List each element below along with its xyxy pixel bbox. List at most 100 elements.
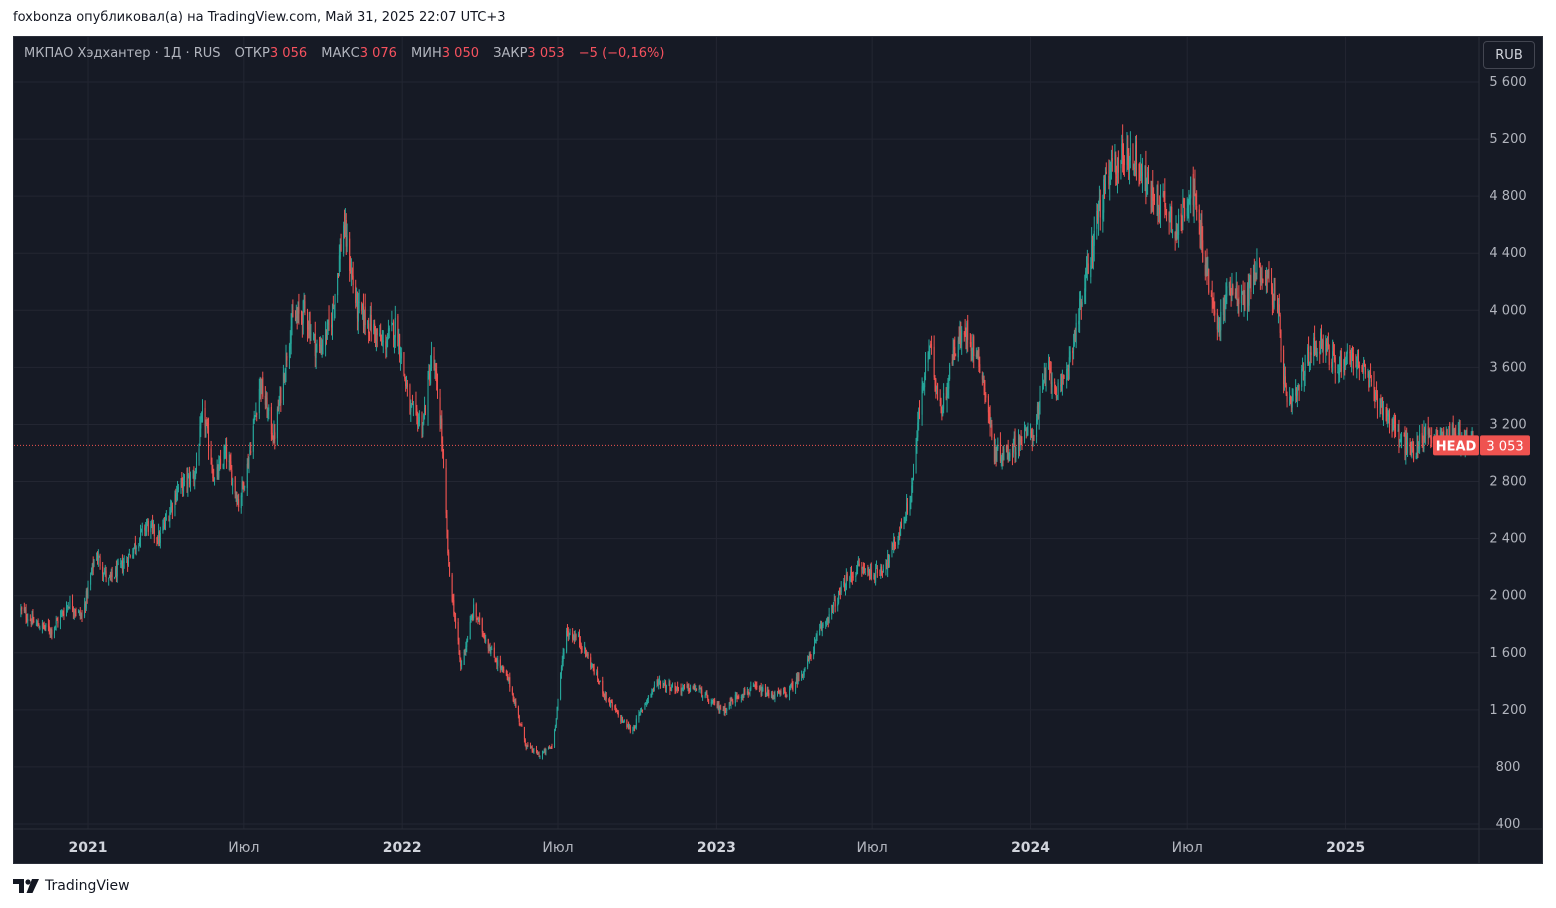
candle-body <box>1051 382 1053 387</box>
candle-body <box>592 664 594 670</box>
candle-body <box>55 620 57 625</box>
candle-body <box>1074 329 1076 342</box>
candle-body <box>912 482 914 485</box>
candle-body <box>1001 457 1003 462</box>
candle-body <box>507 675 509 682</box>
candle-body <box>1236 287 1238 300</box>
candle-body <box>734 694 736 703</box>
candle-body <box>302 300 304 324</box>
candle-body <box>963 333 965 335</box>
candle-body <box>827 618 829 622</box>
candle-body <box>202 407 204 415</box>
candle-body <box>906 504 908 513</box>
candle-body <box>837 604 839 607</box>
candle-body <box>345 219 347 247</box>
candle-body <box>1401 435 1403 443</box>
candle-body <box>1115 154 1117 175</box>
candle-body <box>1303 372 1305 381</box>
candle-body <box>393 321 395 341</box>
candle-body <box>779 690 781 694</box>
candle-body <box>253 416 255 424</box>
candle-body <box>501 666 503 668</box>
candle-body <box>750 686 752 690</box>
candle-body <box>1418 450 1420 452</box>
candle-body <box>527 745 529 747</box>
candle-body <box>735 694 737 696</box>
candle-body <box>621 717 623 722</box>
candle-body <box>722 709 724 711</box>
candle-body <box>295 317 297 322</box>
candle-body <box>966 323 968 343</box>
candle-body <box>807 658 809 668</box>
candle-body <box>122 564 124 573</box>
candle-body <box>1220 311 1222 331</box>
candle-body <box>135 547 137 550</box>
candle-body <box>280 387 282 403</box>
candle-body <box>92 561 94 568</box>
candle-body <box>1178 214 1180 236</box>
tradingview-logo[interactable]: TradingView <box>13 878 130 894</box>
candle-body <box>309 320 311 339</box>
candle-body <box>1246 285 1248 308</box>
candle-body <box>252 425 254 452</box>
candle-body <box>333 307 335 309</box>
candle-body <box>536 751 538 755</box>
candle-body <box>888 555 890 564</box>
candle-body <box>844 582 846 592</box>
candle-body <box>1006 447 1008 451</box>
candle-body <box>651 692 653 694</box>
candle-body <box>285 353 287 375</box>
candle-body <box>307 311 309 329</box>
candle-body <box>1314 345 1316 354</box>
candle-body <box>1370 372 1372 378</box>
candle-body <box>199 426 201 446</box>
candle-body <box>268 407 270 411</box>
x-tick-label: 2025 <box>1326 840 1365 856</box>
candle-body <box>423 415 425 424</box>
candle-body <box>1422 445 1424 447</box>
candle-body <box>762 688 764 692</box>
candle-body <box>1404 435 1406 454</box>
candle-body <box>264 395 266 405</box>
candle-body <box>218 464 220 478</box>
candle-body <box>482 632 484 634</box>
attribution-text: foxbonza опубликовал(а) на TradingView.c… <box>13 10 506 25</box>
candle-body <box>819 629 821 636</box>
candle-body <box>1120 160 1122 169</box>
candle-body <box>639 712 641 714</box>
candle-body <box>1277 307 1279 312</box>
candle-body <box>1036 406 1038 422</box>
candle-body <box>568 635 570 637</box>
candle-body <box>328 317 330 326</box>
candle-body <box>1062 376 1064 378</box>
chart-panel[interactable]: 400 800 1 200 1 600 2 000 2 400 2 800 3 200 3 60… <box>13 36 1543 864</box>
candle-body <box>988 411 990 416</box>
candle-body <box>911 485 913 502</box>
candle-body <box>1350 354 1352 362</box>
candle-body <box>1254 274 1256 285</box>
candle-body <box>652 689 654 692</box>
candle-body <box>294 318 296 321</box>
candle-body <box>1308 346 1310 366</box>
candle-body <box>1265 278 1267 287</box>
candle-body <box>815 635 817 641</box>
candle-body <box>102 566 104 575</box>
y-tick-label: 800 <box>1496 760 1521 775</box>
candle-body <box>629 726 631 732</box>
candle-body <box>313 334 315 336</box>
currency-button[interactable]: RUB <box>1483 41 1535 69</box>
candle-body <box>1362 371 1364 373</box>
candle-body <box>1092 241 1094 257</box>
candle-body <box>48 626 50 632</box>
candle-body <box>1072 350 1074 354</box>
candle-body <box>1291 398 1293 408</box>
candle-body <box>188 474 190 477</box>
candle-body <box>575 634 577 638</box>
candle-body <box>496 661 498 665</box>
candle-body <box>706 693 708 696</box>
candle-body <box>858 564 860 566</box>
price-chart[interactable]: 400 800 1 200 1 600 2 000 2 400 2 800 3 200 3 60… <box>14 37 1542 863</box>
candle-body <box>1255 272 1257 275</box>
candle-body <box>943 393 945 410</box>
candle-body <box>1190 176 1192 199</box>
